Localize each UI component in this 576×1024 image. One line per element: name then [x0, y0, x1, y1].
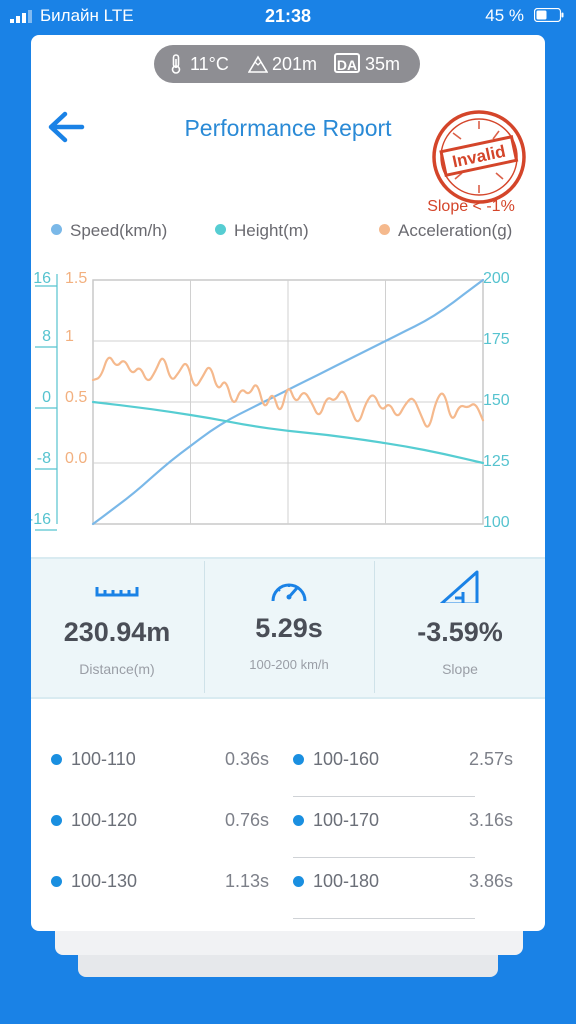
acceleration-axis-tick-label: 1 [65, 328, 74, 345]
carrier-label: Билайн LTE [40, 6, 134, 25]
distance-stat: 230.94m Distance(m) [31, 559, 203, 697]
altitude-value: 201m [272, 54, 318, 74]
bullet-icon [51, 754, 62, 765]
split-range: 100-160 [313, 749, 380, 769]
speed-axis-tick-label: 125 [483, 453, 510, 470]
invalid-stamp: Invalid [432, 110, 526, 204]
legend-item-acceleration: Acceleration(g) [379, 221, 512, 241]
slope-icon [439, 570, 479, 603]
report-card: 11°C 201m DA 35m Performance Report Inva… [31, 35, 545, 931]
speed-axis-tick-label: 100 [483, 514, 510, 531]
da-icon: DA [334, 53, 360, 73]
signal-icon [10, 10, 32, 23]
split-range: 100-130 [71, 871, 138, 891]
thermometer-icon [171, 54, 181, 74]
legend-dot [379, 224, 390, 235]
acceleration-axis-tick-label: 0.5 [65, 389, 87, 406]
split-range: 100-120 [71, 810, 138, 830]
split-row: 100-120 0.76s 100-170 3.16s [31, 802, 545, 864]
height-axis-tick-label: 8 [42, 328, 51, 345]
divider [374, 561, 375, 693]
split-range: 100-170 [313, 810, 380, 830]
split-time: 3.86s [468, 871, 513, 891]
height-axis-tick-label: 0 [42, 389, 51, 406]
split-row: 100-130 1.13s 100-180 3.86s [31, 863, 545, 925]
bullet-icon [51, 815, 62, 826]
speed-series-line [91, 278, 485, 526]
mountain-icon [248, 55, 268, 73]
distance-value: 230.94m [63, 617, 171, 647]
time-value: 5.29s [255, 613, 323, 643]
height-axis-tick-label: 16 [33, 270, 51, 287]
slope-stat: -3.59% Slope [375, 559, 545, 697]
bullet-icon [293, 815, 304, 826]
speed-axis-tick-label: 200 [483, 270, 510, 287]
split-time: 2.57s [468, 749, 513, 769]
speedometer-icon [271, 583, 307, 602]
distance-label: Distance(m) [79, 661, 155, 677]
split-item: 100-130 1.13s [51, 863, 269, 903]
split-range: 100-110 [71, 749, 136, 769]
slope-value: -3.59% [417, 617, 503, 647]
speed-axis-tick-label: 175 [483, 331, 510, 348]
legend-dot [51, 224, 62, 235]
chart-legend: Speed(km/h) Height(m) Acceleration(g) [31, 221, 545, 245]
acceleration-series-line [91, 356, 485, 428]
acceleration-axis-tick-label: 1.5 [65, 270, 87, 287]
height-series-line [91, 400, 485, 465]
temperature-value: 11°C [190, 54, 229, 74]
ruler-icon [95, 587, 139, 597]
row-divider [293, 918, 475, 919]
density-altitude-value: 35m [365, 54, 401, 74]
slope-label: Slope [442, 661, 478, 677]
split-item: 100-1401.55s [51, 924, 269, 931]
time-label: 100-200 km/h [249, 657, 329, 672]
performance-chart: 16 8 0 -8 -16 1.5 1 0.5 0.0 200 175 150 125 100 [31, 270, 510, 531]
stats-panel: 230.94m Distance(m) 5.29s 100-200 km/h -… [31, 557, 545, 699]
split-item: 100-110 0.36s [51, 741, 269, 781]
time-stat: 5.29s 100-200 km/h [205, 559, 373, 697]
split-item: 100-120 0.76s [51, 802, 269, 842]
legend-label: Speed(km/h) [70, 221, 168, 240]
split-item: 100-1904.54s [293, 924, 513, 931]
acceleration-axis-tick-label: 0.0 [65, 450, 87, 467]
clock: 21:38 [264, 6, 312, 26]
row-divider [293, 857, 475, 858]
legend-label: Height(m) [234, 221, 309, 240]
split-item: 100-160 2.57s [293, 741, 513, 781]
split-time: 0.36s [224, 749, 269, 769]
height-axis-tick-label: -16 [31, 511, 51, 528]
legend-item-speed: Speed(km/h) [51, 221, 167, 241]
split-time: 3.16s [468, 810, 513, 830]
legend-dot [215, 224, 226, 235]
legend-label: Acceleration(g) [398, 221, 513, 240]
split-row: 100-1401.55s 100-1904.54s [31, 924, 545, 931]
divider [204, 561, 205, 693]
split-time: 0.76s [224, 810, 269, 830]
split-range: 100-180 [313, 871, 380, 891]
legend-item-height: Height(m) [215, 221, 309, 241]
battery-percent: 45 % [485, 6, 524, 25]
back-arrow-icon[interactable] [45, 110, 85, 144]
status-bar: Билайн LTE 21:38 45 % [0, 0, 576, 34]
split-item: 100-170 3.16s [293, 802, 513, 842]
height-axis-tick-label: -8 [37, 450, 51, 467]
row-divider [293, 796, 475, 797]
slope-warning: Slope < -1% [427, 198, 515, 215]
battery-icon [534, 8, 564, 22]
bullet-icon [51, 876, 62, 887]
split-item: 100-180 3.86s [293, 863, 513, 903]
split-time: 1.13s [224, 871, 269, 891]
bullet-icon [293, 876, 304, 887]
speed-axis-tick-label: 150 [483, 392, 510, 409]
conditions-pill: 11°C 201m DA 35m [154, 45, 420, 83]
page-title: Performance Report [184, 115, 392, 141]
bullet-icon [293, 754, 304, 765]
split-row: 100-110 0.36s 100-160 2.57s [31, 741, 545, 803]
